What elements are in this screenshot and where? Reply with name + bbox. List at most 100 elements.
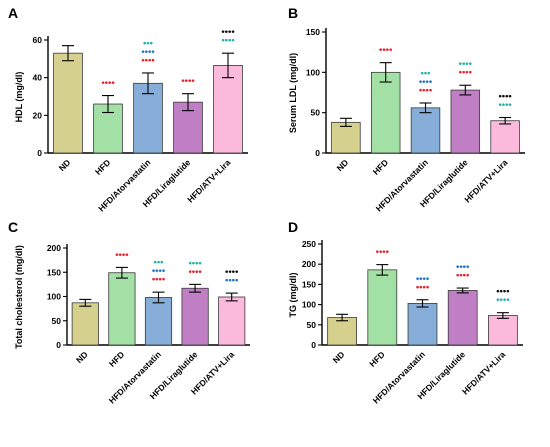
error-bar: [456, 287, 469, 294]
x-tick-label: ND: [331, 349, 347, 365]
y-tick-label: 20: [33, 110, 43, 120]
x-tick-label: HFD: [367, 349, 386, 368]
error-bar: [379, 62, 392, 83]
significance-marker: ••••: [376, 247, 390, 258]
significance-marker: ••••: [225, 267, 239, 278]
y-tick-label: 60: [33, 35, 43, 45]
significance-marker: ••••: [141, 55, 155, 66]
significance-marker: ••••: [419, 85, 433, 96]
significance-marker: ••••: [416, 273, 430, 284]
y-axis-title: Total cholesterol (mg/dl): [14, 245, 24, 349]
panel-label: A: [8, 5, 18, 21]
error-bar: [189, 283, 202, 293]
x-tick-label: HFD/ATV+Lira: [185, 157, 232, 204]
significance-marker: ••••: [498, 100, 512, 111]
error-bar: [419, 102, 432, 114]
error-bar: [225, 292, 238, 302]
bar: [331, 121, 361, 154]
significance-marker: ••••: [459, 59, 473, 70]
significance-marker: •••: [421, 68, 432, 79]
significance-marker: ••••: [496, 286, 510, 297]
significance-marker: ••••: [459, 67, 473, 78]
y-tick-label: 50: [52, 316, 62, 326]
y-tick-label: 50: [307, 320, 317, 330]
significance-marker: ••••: [379, 45, 393, 56]
y-tick-label: 100: [306, 67, 320, 77]
y-axis-title: TG (mg/dl): [288, 273, 298, 318]
x-tick-label: HFD: [93, 157, 112, 176]
x-tick-label: HFD: [107, 349, 126, 368]
significance-marker: ••••: [221, 27, 235, 38]
y-tick-label: 50: [311, 108, 321, 118]
error-bar: [416, 299, 429, 308]
significance-marker: ••••: [496, 295, 510, 306]
error-bar: [459, 84, 472, 96]
bar: [488, 315, 518, 346]
significance-marker: ••••: [221, 35, 235, 46]
error-bar: [499, 116, 512, 125]
y-tick-label: 200: [47, 243, 61, 253]
error-bar: [115, 266, 128, 279]
bar: [218, 296, 246, 346]
bar: [71, 302, 99, 346]
significance-marker: ••••: [419, 76, 433, 87]
y-tick-label: 40: [33, 73, 43, 83]
chart-panel-d: DTG (mg/dl)050100150200250ND••••HFD•••••…: [288, 219, 523, 406]
significance-marker: ••••: [188, 266, 202, 277]
significance-marker: •••: [154, 257, 165, 268]
bar: [367, 269, 398, 346]
error-bar: [152, 291, 165, 304]
bar: [213, 65, 243, 154]
error-bar: [222, 52, 234, 79]
x-tick-label: ND: [335, 157, 351, 173]
bar: [327, 317, 357, 346]
bar: [144, 297, 173, 346]
x-tick-label: HFD/ATV+Lira: [460, 349, 507, 396]
significance-marker: ••••: [101, 78, 115, 89]
significance-marker: ••••: [188, 258, 202, 269]
error-bar: [182, 93, 194, 112]
error-bar: [496, 312, 509, 319]
error-bar: [336, 313, 349, 322]
bar: [370, 71, 401, 154]
chart-panel-c: C Total cholesterol (mg/dl) 0 50 100 150 200 ND…: [8, 219, 250, 406]
significance-marker: ••••: [416, 282, 430, 293]
y-tick-label: 0: [37, 148, 42, 158]
y-tick-label: 0: [315, 148, 320, 158]
panel-label: B: [288, 5, 298, 21]
bar: [181, 287, 209, 346]
y-tick-label: 100: [47, 292, 61, 302]
error-bar: [376, 264, 389, 276]
bar: [490, 120, 520, 154]
y-axis-title: Serum LDL (mg/dl): [288, 53, 298, 133]
y-axis-title: HDL (mg/dl): [14, 72, 24, 123]
error-bar: [102, 95, 114, 114]
significance-marker: ••••: [498, 91, 512, 102]
y-tick-label: 100: [302, 300, 316, 310]
significance-marker: ••••: [115, 249, 129, 260]
y-tick-label: 150: [47, 267, 61, 277]
bar: [450, 89, 481, 154]
significance-marker: •••: [143, 38, 154, 49]
y-tick-label: 0: [56, 340, 61, 350]
error-bar: [62, 45, 74, 62]
x-tick-label: HFD: [371, 157, 390, 176]
significance-marker: ••••: [225, 275, 239, 286]
y-tick-label: 0: [311, 340, 316, 350]
bar: [53, 52, 83, 154]
panel-label: C: [8, 219, 18, 235]
significance-marker: ••••: [181, 76, 195, 87]
significance-marker: ••••: [456, 270, 470, 281]
y-tick-label: 200: [302, 259, 316, 269]
error-bar: [142, 72, 154, 95]
bar: [407, 302, 438, 346]
error-bar: [339, 117, 352, 127]
error-bar: [79, 298, 92, 307]
significance-marker: ••••: [152, 266, 166, 277]
x-tick-label: ND: [57, 157, 73, 173]
bar: [108, 272, 136, 346]
bar: [410, 107, 441, 154]
